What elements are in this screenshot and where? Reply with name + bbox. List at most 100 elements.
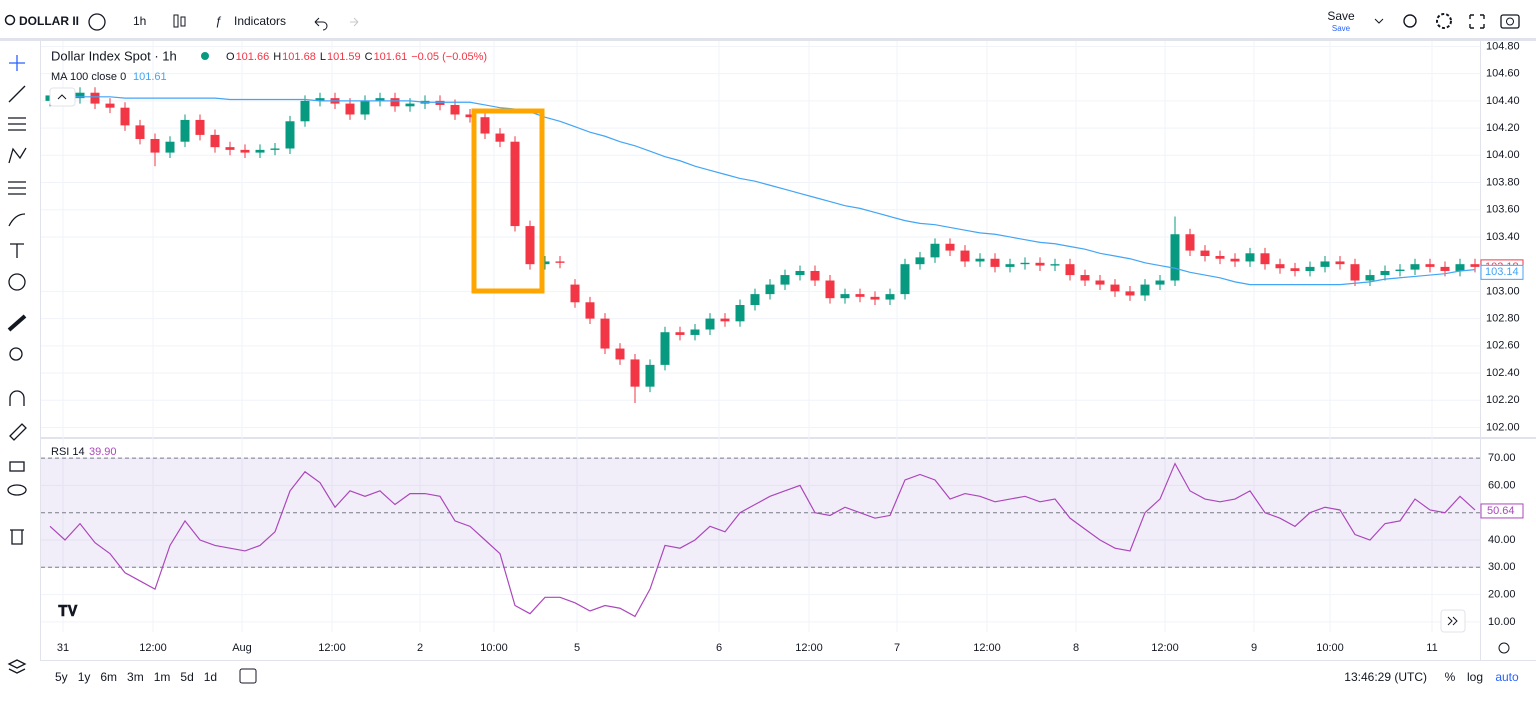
candle-body [240, 149, 250, 153]
rsi-tick-label: 70.00 [1488, 452, 1516, 464]
candle-body [360, 100, 370, 115]
text-tool[interactable] [10, 243, 24, 258]
settings-icon[interactable] [1436, 13, 1452, 29]
candle-body [1230, 258, 1240, 262]
y-tick-label: 104.60 [1486, 68, 1520, 80]
candle-body [885, 294, 895, 300]
range-button[interactable]: 5d [180, 670, 193, 684]
candle-body [1155, 280, 1165, 285]
alert-icon[interactable] [1403, 14, 1417, 28]
fx-icon[interactable]: ƒ [215, 14, 222, 28]
y-tick-label: 104.40 [1486, 95, 1520, 107]
candle-body [915, 257, 925, 265]
pattern-tool[interactable] [8, 147, 27, 164]
candle-body [1350, 264, 1360, 281]
rsi-line [49, 462, 1476, 618]
emoji-tool[interactable] [8, 273, 26, 291]
lock-tool[interactable] [9, 461, 25, 472]
candle-body [210, 134, 220, 148]
candle-body [570, 284, 580, 303]
candle-body [510, 141, 520, 227]
y-tick-label: 104.80 [1486, 40, 1520, 52]
auto-toggle[interactable]: auto [1495, 670, 1519, 684]
search-icon[interactable] [4, 14, 16, 26]
candle-body [660, 332, 670, 365]
y-tick-label: 104.20 [1486, 122, 1520, 134]
range-button[interactable]: 1d [204, 670, 217, 684]
y-tick-label: 102.80 [1486, 313, 1520, 325]
add-symbol[interactable] [88, 13, 106, 31]
symbol[interactable]: DOLLAR II [19, 14, 79, 28]
cursor-tool[interactable] [9, 55, 25, 71]
x-tick-label: 6 [716, 642, 722, 654]
projection-tool[interactable] [8, 181, 26, 195]
candles-icon[interactable] [173, 14, 179, 28]
percent-toggle[interactable]: % [1445, 670, 1456, 684]
scroll-right[interactable] [1440, 609, 1466, 633]
toolbar-divider [40, 41, 41, 661]
candle-body [1245, 253, 1255, 262]
fib-tool[interactable] [8, 117, 26, 131]
candle-body [1320, 261, 1330, 267]
range-button[interactable]: 1y [78, 670, 91, 684]
trend-line-tool[interactable] [8, 85, 26, 103]
ohlc-change: −0.05 (−0.05%) [411, 51, 487, 63]
save-menu[interactable] [1374, 18, 1384, 24]
rsi-band [41, 458, 1480, 568]
indicators[interactable]: Indicators [234, 14, 286, 28]
candle-body [585, 302, 595, 319]
candle-body [465, 114, 475, 118]
zoom-tool[interactable] [9, 347, 23, 361]
candle-body [180, 119, 190, 142]
x-tick-label: 7 [894, 642, 900, 654]
candle-body [705, 318, 715, 330]
rsi-tick-label: 30.00 [1488, 561, 1516, 573]
x-tick-label: 12:00 [318, 642, 346, 654]
range-button[interactable]: 3m [127, 670, 144, 684]
y-tick-label: 102.60 [1486, 340, 1520, 352]
log-toggle[interactable]: log [1467, 670, 1483, 684]
save[interactable]: Save [1327, 9, 1355, 23]
price-badge [1480, 264, 1524, 280]
candle-body [1365, 275, 1375, 281]
candle-body [345, 103, 355, 115]
rsi-legend: RSI 14 [51, 446, 85, 458]
undo[interactable] [314, 17, 328, 31]
screenshot[interactable] [1500, 14, 1520, 29]
screenshot-lens [1506, 17, 1514, 26]
fullscreen[interactable] [1469, 14, 1485, 29]
candles-icon[interactable] [180, 16, 186, 27]
redo[interactable] [350, 17, 359, 27]
magnet-tool[interactable] [9, 390, 25, 406]
visibility-tool[interactable] [7, 484, 27, 496]
rsi-tick-label: 60.00 [1488, 479, 1516, 491]
interval[interactable]: 1h [133, 14, 146, 28]
candle-body [630, 359, 640, 387]
range-button[interactable]: 1m [154, 670, 171, 684]
candle-body [1380, 270, 1390, 276]
candle-body [1095, 280, 1105, 285]
range-button[interactable]: 5y [55, 670, 68, 684]
candle-body [945, 243, 955, 251]
candle-body [300, 100, 310, 122]
delete-tool[interactable] [10, 529, 24, 545]
candle-body [870, 296, 880, 300]
ruler-tool[interactable] [7, 314, 27, 332]
lock-drawing-tool[interactable] [9, 423, 27, 441]
candle-body [375, 98, 385, 101]
range-button[interactable]: 6m [100, 670, 117, 684]
toolbar-divider [0, 38, 1536, 41]
pane-divider [41, 437, 1536, 439]
collapse-legend[interactable] [49, 87, 76, 107]
candle-body [900, 264, 910, 295]
candle-body [975, 258, 985, 262]
x-tick-label: 2 [417, 642, 423, 654]
brush-tool[interactable] [8, 213, 26, 227]
candle-body [1050, 264, 1060, 266]
layers[interactable] [7, 659, 27, 674]
rsi-badge-label: 50.64 [1487, 505, 1515, 517]
axis-settings[interactable] [1498, 642, 1510, 654]
candle-body [780, 275, 790, 285]
candle-body [405, 103, 415, 107]
goto-date[interactable] [239, 668, 257, 684]
